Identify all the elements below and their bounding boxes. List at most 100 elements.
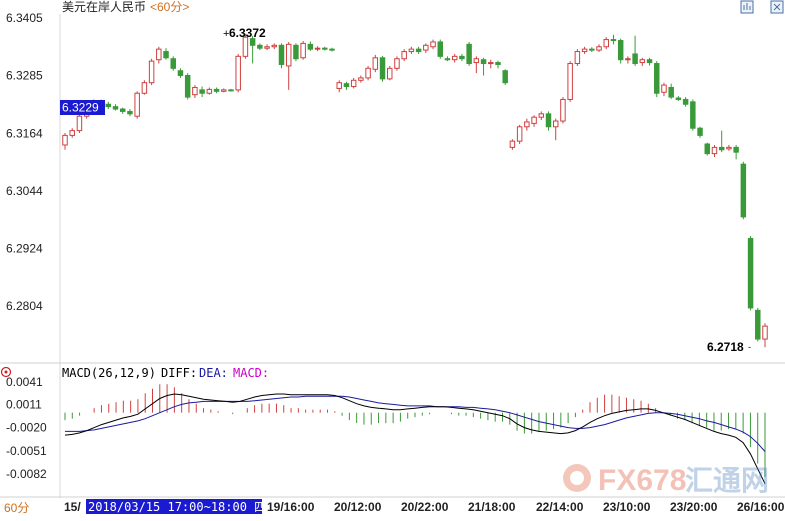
candle xyxy=(293,43,299,62)
candle xyxy=(654,61,660,98)
candle xyxy=(278,43,285,69)
candle xyxy=(574,49,581,66)
candle-body-up xyxy=(567,63,573,100)
candle-body-up xyxy=(206,88,213,94)
candle xyxy=(625,56,631,64)
candle-body-up xyxy=(516,126,523,142)
candle xyxy=(242,33,249,59)
time-axis: 60分 15/19/16:00 20/12:00 20/22:00 21/18:00 2… xyxy=(4,499,785,515)
candle xyxy=(646,57,653,66)
macd-tick-label: -0.0020 xyxy=(6,421,47,435)
macd-dea-line xyxy=(65,395,766,452)
candle xyxy=(271,43,278,50)
x-tick-label: 26/16:00 xyxy=(737,500,785,514)
candle-body-up xyxy=(531,116,537,124)
candle xyxy=(394,56,400,71)
candle xyxy=(307,41,314,52)
cursor-time-box xyxy=(86,499,262,514)
candle-body-up xyxy=(408,48,415,53)
chart-mode-icon[interactable] xyxy=(740,0,754,14)
macd-settings-icon[interactable] xyxy=(0,366,12,378)
candle-body-up xyxy=(264,46,270,49)
period-label[interactable]: <60分> xyxy=(150,0,189,14)
candle xyxy=(682,97,689,107)
macd-tick-label: -0.0051 xyxy=(6,444,47,458)
candle-body-up xyxy=(603,39,609,48)
candle xyxy=(249,35,256,64)
candle-body-down xyxy=(184,75,191,98)
candle xyxy=(589,47,595,53)
candle xyxy=(69,128,75,138)
candle-body-up xyxy=(538,113,545,118)
candle xyxy=(112,104,119,111)
candle xyxy=(163,48,169,60)
candle xyxy=(213,87,220,94)
candle xyxy=(105,101,112,110)
candle xyxy=(300,41,306,60)
candle-body-down xyxy=(459,55,465,60)
candle-body-down xyxy=(718,146,725,151)
candle xyxy=(668,83,674,99)
candle-body-down xyxy=(733,146,739,153)
candle xyxy=(747,236,754,311)
candle-body-up xyxy=(141,82,148,94)
candle xyxy=(509,139,516,150)
current-price-marker: 6.3229 xyxy=(60,100,105,115)
candle-body-down xyxy=(170,58,176,69)
candle xyxy=(704,142,711,156)
candle-body-down xyxy=(163,51,169,59)
candle xyxy=(567,61,573,102)
y-tick-label: 6.3164 xyxy=(6,126,43,140)
candle-body-down xyxy=(329,48,335,51)
candle-body-down xyxy=(437,41,443,57)
candle xyxy=(437,39,443,59)
candle xyxy=(322,46,328,51)
candle xyxy=(314,46,321,52)
candle-body-up xyxy=(285,43,292,67)
candle xyxy=(502,69,508,86)
candle-body-down xyxy=(610,39,617,42)
candle-body-down xyxy=(632,53,638,65)
candle xyxy=(762,323,768,348)
candle xyxy=(206,87,213,95)
candle xyxy=(372,54,379,73)
candle xyxy=(430,39,436,50)
macd-dea-label: DEA: xyxy=(199,366,228,380)
candle-body-up xyxy=(509,140,516,148)
candle-body-down xyxy=(105,103,112,108)
candle xyxy=(488,59,494,69)
candle xyxy=(415,46,422,54)
candle xyxy=(617,38,624,64)
candle-body-down xyxy=(343,83,350,88)
candle xyxy=(285,41,292,90)
candle-body-down xyxy=(755,309,761,340)
y-tick-label: 6.3285 xyxy=(6,69,43,83)
close-chart-icon[interactable] xyxy=(770,0,784,14)
fx678-logo: FX678 汇通网 xyxy=(563,464,769,497)
candle-body-down xyxy=(668,86,674,98)
candle xyxy=(350,77,357,89)
candle xyxy=(62,133,68,150)
candle xyxy=(459,53,465,62)
candle xyxy=(516,124,523,145)
current-price-box xyxy=(60,100,105,115)
candle xyxy=(148,58,155,86)
candle xyxy=(603,37,609,50)
candle xyxy=(610,34,617,45)
x-tick-label: 15/ xyxy=(64,500,81,514)
candle-body-up xyxy=(581,48,588,53)
candle-body-down xyxy=(213,88,220,92)
candle-body-down xyxy=(112,106,119,110)
candle xyxy=(264,44,270,51)
macd-tick-label: 0.0011 xyxy=(6,397,42,411)
candle-body-down xyxy=(545,113,552,128)
candle-body-up xyxy=(401,51,407,60)
candle-body-up xyxy=(473,58,480,64)
candle-body-down xyxy=(415,48,422,53)
candle-body-up xyxy=(430,41,436,48)
candle xyxy=(358,75,364,83)
interval-label[interactable]: 60分 xyxy=(4,501,29,515)
candle-body-up xyxy=(423,44,429,51)
candle xyxy=(480,57,487,76)
